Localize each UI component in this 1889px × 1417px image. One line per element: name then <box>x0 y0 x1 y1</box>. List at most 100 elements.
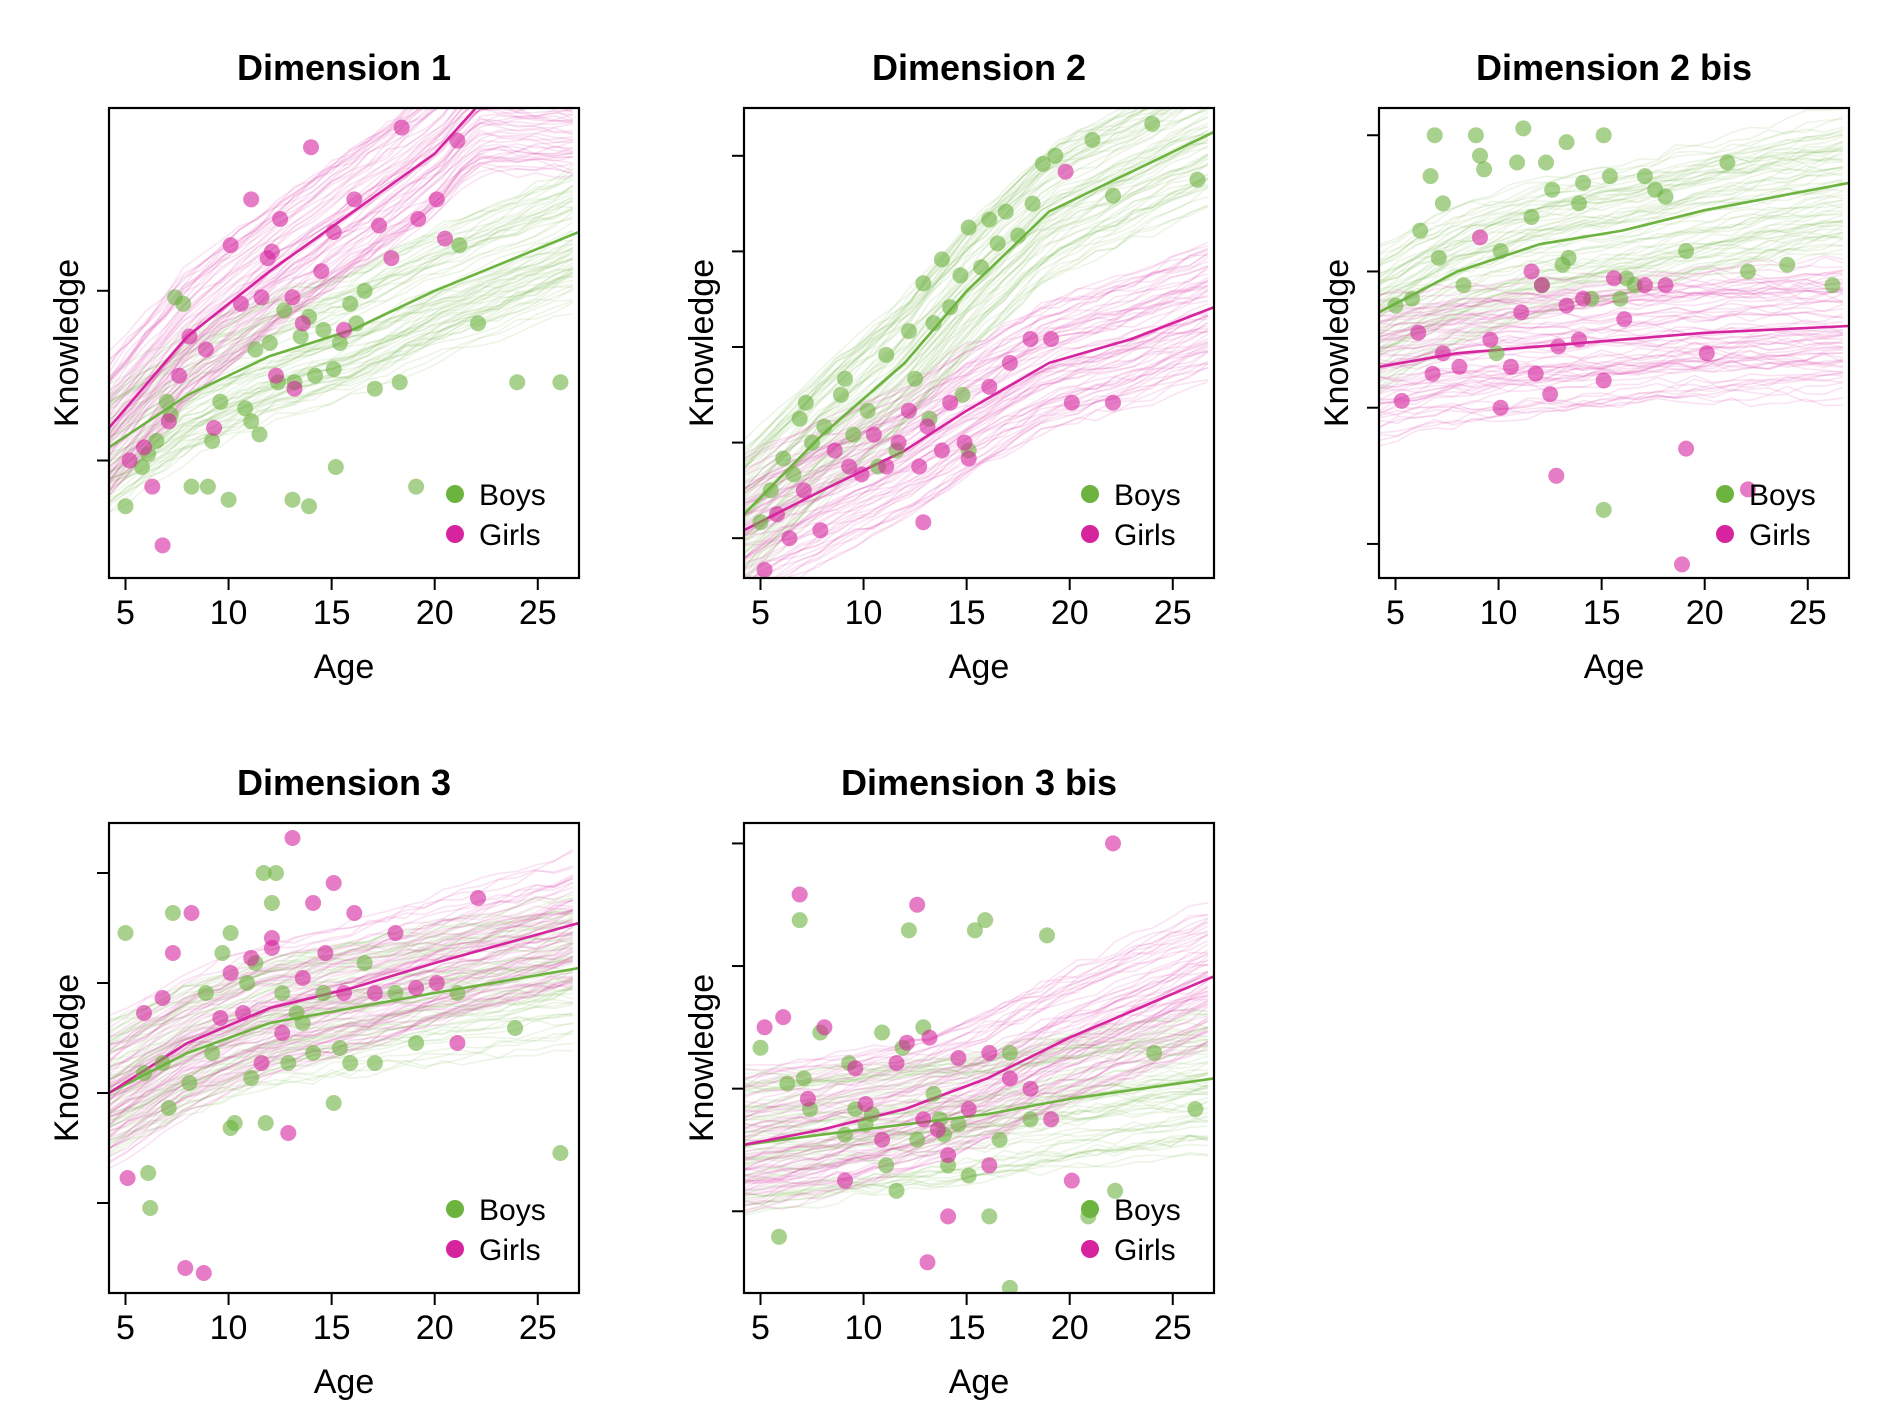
boys-data-point <box>276 302 293 319</box>
boys-data-point <box>1010 227 1027 244</box>
girls-data-point <box>888 1055 905 1072</box>
boys-data-point <box>977 912 994 929</box>
boys-data-point <box>942 299 959 316</box>
boys-data-point <box>366 1055 383 1071</box>
girls-data-point <box>799 1090 816 1107</box>
girls-data-point <box>1740 481 1756 498</box>
boys-data-point <box>909 1131 926 1148</box>
girls-data-point <box>336 985 352 1001</box>
boys-data-point <box>391 374 408 391</box>
girls-data-point <box>981 1157 998 1174</box>
boys-data-point <box>775 450 792 467</box>
x-tick-label: 15 <box>948 1309 986 1347</box>
girls-data-point <box>121 452 138 469</box>
x-tick-label: 25 <box>1154 594 1192 632</box>
x-tick-label: 20 <box>416 594 454 632</box>
boys-data-point <box>261 335 278 351</box>
girls-data-point <box>940 1147 957 1164</box>
boys-data-point <box>1146 1044 1163 1061</box>
girls-data-point <box>195 1265 212 1281</box>
boys-data-point <box>973 259 990 276</box>
plot-frame <box>742 106 1216 580</box>
boys-data-point <box>1560 249 1577 266</box>
boys-data-point <box>900 922 917 939</box>
girls-data-point <box>253 289 270 306</box>
girls-data-point <box>878 458 895 475</box>
girls-data-point <box>284 830 301 846</box>
boys-points <box>117 865 569 1216</box>
boys-data-point <box>1001 1279 1018 1293</box>
chart-panel-3: 5 10 15 20 25 Dimension 2 bis Age Knowledge Boys… <box>1318 47 1851 686</box>
boys-points <box>752 912 1204 1293</box>
plot-frame <box>107 106 581 580</box>
panel-title: Dimension 3 <box>237 762 451 803</box>
girls-data-point <box>428 975 445 991</box>
boys-data-point <box>878 1157 895 1174</box>
girls-data-point <box>119 1170 136 1186</box>
boys-data-point <box>408 478 425 495</box>
boys-data-point <box>1422 168 1439 185</box>
girls-data-point <box>272 211 289 227</box>
boys-data-point <box>752 514 769 531</box>
girls-legend-marker <box>446 1240 464 1258</box>
girls-data-point <box>280 1125 297 1141</box>
boys-trend-line <box>744 130 1214 516</box>
boys-data-point <box>1523 209 1540 225</box>
boys-data-point <box>294 1015 311 1031</box>
girls-data-point <box>1482 331 1499 348</box>
boys-data-point <box>1824 277 1841 294</box>
boys-legend-marker <box>1081 1200 1099 1218</box>
boys-data-point <box>257 1115 274 1131</box>
boys-data-point <box>301 498 317 515</box>
girls-data-point <box>1636 277 1653 294</box>
x-tick-label: 20 <box>416 1309 454 1347</box>
legend: Boys Girls <box>446 479 546 552</box>
girls-data-point <box>1527 365 1544 382</box>
boys-data-point <box>1189 171 1206 188</box>
boys-data-point <box>1558 134 1575 151</box>
boys-data-point <box>1105 187 1121 204</box>
girls-data-point <box>160 413 177 430</box>
x-tick-label: 15 <box>313 594 351 632</box>
boys-data-point <box>989 235 1006 252</box>
boys-data-point <box>1636 168 1653 185</box>
girls-data-point <box>243 950 260 966</box>
boys-data-point <box>237 400 254 417</box>
boys-data-point <box>214 945 231 961</box>
boys-data-point <box>280 1055 297 1071</box>
boys-data-point <box>1472 147 1488 164</box>
girls-data-point <box>1550 338 1567 355</box>
y-axis-label: Knowledge <box>48 974 86 1142</box>
y-axis-label: Knowledge <box>1318 259 1356 427</box>
plot-area <box>109 108 579 554</box>
boys-data-point <box>117 925 134 941</box>
boys-data-point <box>771 1228 787 1245</box>
girls-data-point <box>900 402 917 419</box>
boys-data-point <box>915 275 932 292</box>
girls-points <box>1393 229 1756 573</box>
girls-data-point <box>1472 229 1488 246</box>
boys-data-point <box>552 1145 569 1161</box>
boys-legend-marker <box>1081 485 1099 503</box>
plot-area <box>1379 108 1849 573</box>
girls-trend-line <box>744 975 1214 1147</box>
girls-data-point <box>408 980 425 996</box>
girls-data-point <box>791 886 808 903</box>
x-tick-label: 20 <box>1051 594 1089 632</box>
boys-data-point <box>552 374 569 391</box>
legend-label-girls: Girls <box>1749 519 1811 552</box>
girls-data-point <box>449 1035 466 1051</box>
girls-data-point <box>1502 358 1519 375</box>
boys-data-point <box>791 410 808 427</box>
boys-data-point <box>251 426 268 443</box>
boys-data-point <box>1455 277 1472 294</box>
girls-data-point <box>911 458 928 475</box>
boys-data-point <box>779 1075 796 1092</box>
chart-panel-5: 5 10 15 20 25 Dimension 3 bis Age Knowledge Boys… <box>683 762 1216 1401</box>
boys-data-point <box>837 370 853 387</box>
girls-data-point <box>470 890 486 906</box>
girls-data-point <box>956 434 973 451</box>
boys-data-point <box>1107 1182 1124 1199</box>
girls-data-point <box>1451 358 1468 375</box>
boys-data-point <box>1488 345 1505 362</box>
